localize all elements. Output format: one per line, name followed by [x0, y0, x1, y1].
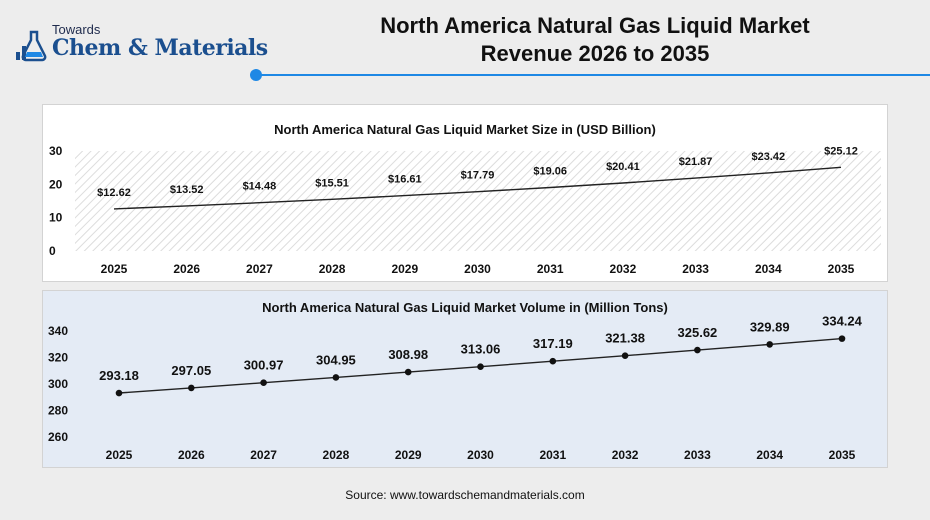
x-tick-label: 2030 [467, 448, 494, 462]
market-size-panel: North America Natural Gas Liquid Market … [42, 104, 888, 282]
y-tick-label: 20 [49, 177, 63, 191]
data-point [260, 379, 267, 387]
data-label: 300.97 [244, 358, 284, 373]
x-tick-label: 2033 [682, 262, 709, 276]
market-volume-panel: North America Natural Gas Liquid Market … [42, 290, 888, 468]
data-label: 313.06 [461, 342, 501, 357]
x-tick-label: 2026 [178, 448, 205, 462]
y-tick-label: 300 [48, 377, 68, 391]
logo-towards-text: Towards [52, 22, 101, 37]
y-tick-label: 10 [49, 211, 63, 225]
data-label: $12.62 [97, 187, 131, 199]
data-label: 308.98 [388, 347, 428, 362]
y-tick-label: 30 [49, 144, 63, 158]
data-label: $14.48 [243, 181, 277, 193]
data-label: $17.79 [461, 170, 495, 182]
x-tick-label: 2035 [828, 262, 855, 276]
data-point [115, 389, 123, 397]
x-tick-label: 2028 [323, 448, 350, 462]
data-label: $21.87 [679, 156, 713, 168]
page-title-line1: North America Natural Gas Liquid Market [380, 13, 810, 38]
data-label: 329.89 [750, 319, 790, 334]
data-point [332, 374, 340, 381]
data-label: 297.05 [171, 363, 211, 378]
data-label: $13.52 [170, 184, 204, 196]
market-volume-chart-title: North America Natural Gas Liquid Market … [262, 300, 668, 315]
x-tick-label: 2031 [539, 448, 566, 462]
x-tick-label: 2028 [319, 262, 346, 276]
x-tick-label: 2031 [537, 262, 564, 276]
y-tick-label: 320 [48, 351, 68, 365]
data-label: $20.41 [606, 161, 640, 173]
data-label: $16.61 [388, 174, 422, 186]
y-tick-label: 340 [48, 324, 68, 338]
data-point [766, 341, 773, 348]
divider-line [260, 74, 930, 76]
series-line [113, 166, 842, 210]
data-point [404, 368, 412, 376]
x-tick-label: 2035 [829, 448, 856, 462]
x-tick-label: 2027 [250, 448, 277, 462]
y-tick-label: 0 [49, 244, 56, 258]
market-volume-chart: 260 280 300 320 340 2025 2026 2027 2028 2029 2030 2… [48, 314, 863, 462]
x-tick-label: 2032 [610, 262, 637, 276]
data-label: 325.62 [678, 325, 718, 340]
x-tick-label: 2033 [684, 448, 711, 462]
data-label: 304.95 [316, 352, 356, 367]
x-tick-label: 2029 [391, 262, 418, 276]
data-label: $19.06 [533, 165, 567, 177]
x-tick-label: 2034 [756, 448, 783, 462]
page-title: North America Natural Gas Liquid Market … [330, 12, 860, 68]
data-label: $25.12 [824, 145, 858, 157]
data-point [694, 346, 701, 354]
x-tick-label: 2025 [101, 262, 128, 276]
x-tick-label: 2026 [173, 262, 200, 276]
y-tick-label: 280 [48, 404, 68, 418]
x-tick-label: 2030 [464, 262, 491, 276]
data-label: 321.38 [605, 331, 645, 346]
x-tick-label: 2032 [612, 448, 639, 462]
y-tick-label: 260 [48, 430, 68, 444]
data-label: $23.42 [751, 151, 785, 163]
x-tick-label: 2025 [106, 448, 133, 462]
logo-brand-text: Chem & Materials [52, 35, 268, 61]
data-label: 293.18 [99, 368, 139, 383]
x-tick-label: 2034 [755, 262, 782, 276]
source-text: Source: www.towardschemandmaterials.com [345, 488, 585, 502]
x-tick-label: 2029 [395, 448, 422, 462]
flask-icon [16, 30, 47, 62]
x-tick-label: 2027 [246, 262, 273, 276]
data-point [188, 384, 195, 392]
data-point [549, 357, 557, 365]
data-point [621, 352, 629, 359]
market-size-chart-title: North America Natural Gas Liquid Market … [274, 122, 656, 137]
data-label: 317.19 [533, 336, 573, 351]
data-point [838, 335, 846, 342]
data-point [477, 363, 484, 370]
divider-dot [250, 69, 262, 81]
data-label: 334.24 [822, 314, 863, 329]
plot-area-background [75, 151, 881, 251]
data-label: $15.51 [315, 177, 349, 189]
page-title-line2: Revenue 2026 to 2035 [480, 41, 710, 66]
logo: Towards Chem & Materials [14, 22, 268, 66]
